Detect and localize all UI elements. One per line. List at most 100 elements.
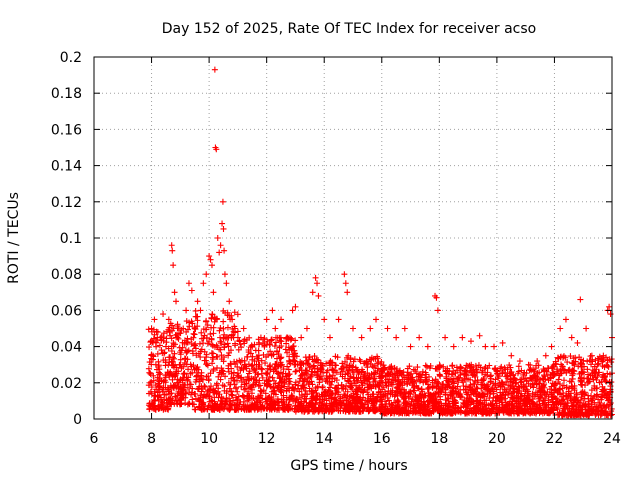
data-point (607, 311, 614, 318)
data-point (255, 383, 262, 390)
data-point (270, 383, 277, 390)
data-point (385, 397, 392, 404)
data-point (551, 382, 558, 389)
data-point (168, 348, 175, 355)
data-point (365, 391, 372, 398)
data-point (260, 351, 267, 358)
data-point (576, 370, 583, 377)
data-point (154, 389, 161, 396)
data-point (563, 392, 570, 399)
data-point (500, 409, 507, 416)
data-point (171, 350, 178, 357)
data-point (508, 352, 515, 359)
data-point (317, 373, 324, 380)
data-point (217, 397, 224, 404)
data-point (288, 392, 295, 399)
data-point (266, 373, 273, 380)
data-point (158, 347, 165, 354)
data-point (447, 410, 454, 417)
data-point (414, 402, 421, 409)
data-point (500, 381, 507, 388)
data-point (299, 372, 306, 379)
y-tick-label: 0.12 (51, 195, 82, 211)
data-point (474, 368, 481, 375)
data-point (361, 372, 368, 379)
data-point (413, 409, 420, 416)
data-point (229, 316, 236, 323)
data-point (453, 389, 460, 396)
data-point (370, 373, 377, 380)
data-point (160, 406, 167, 413)
data-point (437, 393, 444, 400)
data-point (253, 396, 260, 403)
data-point (153, 328, 160, 335)
data-point (467, 338, 474, 345)
data-point (333, 377, 340, 384)
data-point (380, 367, 387, 374)
data-point (530, 372, 537, 379)
data-point (416, 395, 423, 402)
data-point (413, 397, 420, 404)
data-point (192, 390, 199, 397)
data-point (473, 384, 480, 391)
data-point (434, 307, 441, 314)
data-point (431, 396, 438, 403)
data-point (213, 382, 220, 389)
data-point (236, 401, 243, 408)
data-point (548, 389, 555, 396)
data-point (292, 408, 299, 415)
data-point (568, 334, 575, 341)
data-point (450, 343, 457, 350)
data-point (255, 363, 262, 370)
data-point (174, 334, 181, 341)
data-point (393, 407, 400, 414)
data-point (197, 354, 204, 361)
data-point (493, 397, 500, 404)
data-point (248, 384, 255, 391)
data-point (584, 366, 591, 373)
data-point (476, 332, 483, 339)
data-point (303, 357, 310, 364)
data-point (152, 339, 159, 346)
data-point (295, 399, 302, 406)
data-point (555, 411, 562, 418)
data-point (566, 366, 573, 373)
data-point (232, 325, 239, 332)
data-point (433, 383, 440, 390)
data-point (329, 372, 336, 379)
data-point (570, 355, 577, 362)
data-point (259, 374, 266, 381)
data-point (394, 385, 401, 392)
data-point (340, 385, 347, 392)
data-point (493, 386, 500, 393)
data-point (292, 303, 299, 310)
x-tick-label: 22 (546, 431, 564, 447)
data-point (302, 407, 309, 414)
data-point (533, 362, 540, 369)
data-point (452, 400, 459, 407)
data-point (271, 343, 278, 350)
y-tick-label: 0.2 (60, 50, 82, 66)
data-point (203, 326, 210, 333)
data-point (567, 353, 574, 360)
data-point (436, 372, 443, 379)
data-point (223, 280, 230, 287)
data-point (198, 329, 205, 336)
data-point (265, 394, 272, 401)
data-point (221, 387, 228, 394)
data-point (548, 343, 555, 350)
data-point (305, 403, 312, 410)
data-point (264, 338, 271, 345)
data-point (574, 339, 581, 346)
data-point (248, 375, 255, 382)
data-point (536, 385, 543, 392)
data-point (403, 409, 410, 416)
data-point (209, 360, 216, 367)
data-point (332, 362, 339, 369)
data-point (292, 361, 299, 368)
data-point (167, 399, 174, 406)
data-point (167, 320, 174, 327)
data-point (321, 316, 328, 323)
data-point (449, 398, 456, 405)
data-point (553, 361, 560, 368)
